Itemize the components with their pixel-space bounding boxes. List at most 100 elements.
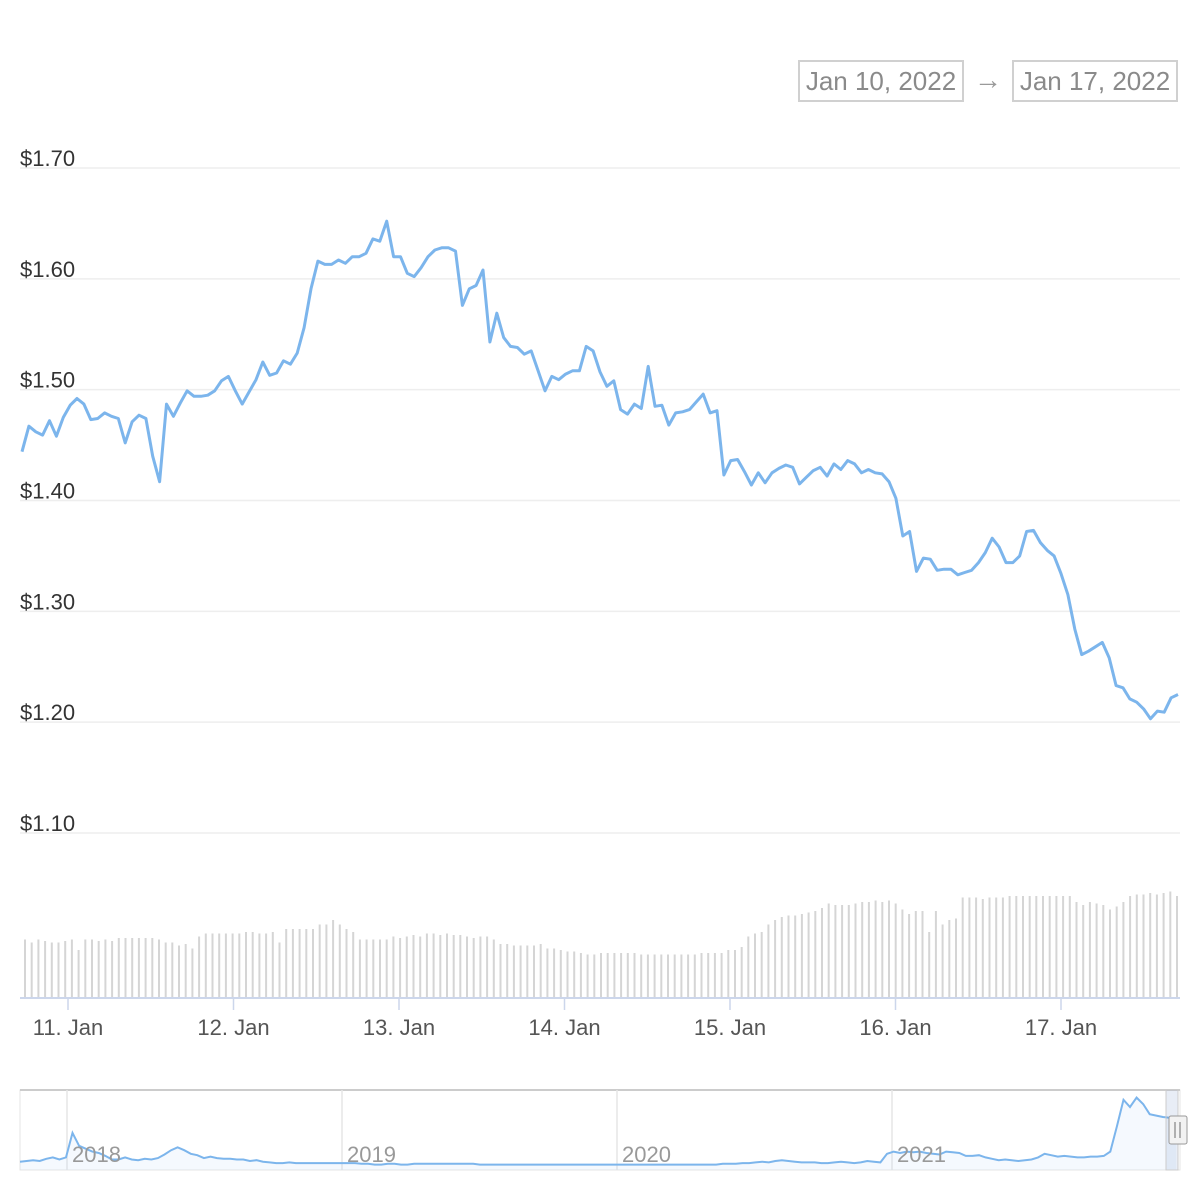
volume-bar [291,929,294,998]
volume-bar [399,938,402,998]
volume-bar [586,954,589,998]
volume-bar [117,938,120,998]
volume-bar [1176,896,1178,998]
range-to-input[interactable]: Jan 17, 2022 [1012,60,1178,102]
volume-bar [921,911,924,998]
navigator-tick-label: 2018 [72,1142,121,1167]
volume-bar [640,954,643,998]
volume-bar [305,929,308,998]
volume-bar [673,954,676,998]
volume-bar [841,905,844,998]
price-series-line[interactable] [20,219,1179,721]
volume-bar [566,951,569,998]
volume-bar [318,924,321,998]
volume-bar [425,933,428,998]
volume-bar [218,933,221,998]
volume-bar [204,933,207,998]
volume-bar [968,897,971,998]
volume-bar [151,938,154,998]
y-tick-label: $1.40 [20,479,75,504]
volume-bar [1075,902,1078,998]
volume-bar [914,911,917,998]
volume-bar [432,933,435,998]
volume-bar [539,944,542,998]
navigator-line [19,1096,1177,1166]
volume-bar [961,897,964,998]
volume-bar [258,933,261,998]
volume-bar [593,954,596,998]
navigator-tick-label: 2019 [347,1142,396,1167]
volume-bar [405,936,408,998]
volume-bar [158,939,160,998]
volume-bar [700,953,703,998]
volume-bar [372,939,375,998]
range-from-input[interactable]: Jan 10, 2022 [798,60,964,102]
volume-bar [800,914,803,998]
volume-bar [693,954,696,998]
volume-bar [91,939,93,998]
volume-bar [559,950,562,998]
navigator[interactable]: 2018 2019 2020 2021 [19,1089,1188,1171]
volume-bar [807,912,810,998]
volume-bar [1028,896,1031,998]
volume-bar [251,932,254,998]
volume-bar [1082,905,1085,998]
volume-bar [1095,903,1098,998]
navigator-x-axis: 2018 2019 2020 2021 [72,1142,946,1167]
volume-bar [111,941,114,998]
volume-bar [948,920,951,998]
x-tick-label: 16. Jan [859,1015,931,1040]
volume-bar [740,947,743,998]
volume-bar [1162,893,1165,998]
volume-bar [975,897,978,998]
volume-bar [1042,896,1044,998]
volume-bar [352,932,355,998]
volume-bar [452,935,455,998]
volume-bar [854,903,857,998]
volume-bar [794,915,797,998]
volume-bar [894,903,897,998]
volume-bar [265,933,268,998]
volume-bar [211,933,214,998]
volume-bar [1062,896,1065,998]
volume-bar [446,933,448,998]
volume-bar [680,954,683,998]
volume-bar [1048,896,1051,998]
volume-bar [24,939,26,998]
volume-bar [720,953,723,998]
volume-bar [338,924,341,998]
volume-bar [245,932,247,998]
volume-bar [1001,897,1004,998]
volume-bar [298,929,301,998]
volume-bar [646,954,649,998]
volume-bar [1068,896,1071,998]
volume-bar [271,932,274,998]
volume-bar [84,939,87,998]
volume-bar [57,942,60,998]
volume-bar [579,953,582,998]
volume-bar [774,920,777,998]
navigator-tick-label: 2020 [622,1142,671,1167]
volume-bar [613,953,616,998]
volume-bar [379,939,381,998]
volume-bar [77,950,80,998]
volume-bar [821,908,823,998]
volume-bar [633,953,636,998]
volume-bar [901,909,904,998]
volume-bar [144,938,147,998]
y-tick-label: $1.70 [20,146,75,171]
x-tick-label: 13. Jan [363,1015,435,1040]
volume-bar [928,932,931,998]
volume-bar [1149,893,1152,998]
volume-bar [727,950,730,998]
volume-bar [995,897,998,998]
volume-bar [385,939,388,998]
navigator-handle[interactable] [1168,1115,1188,1145]
volume-bar [224,933,227,998]
volume-bar [526,945,529,998]
volume-bar [164,942,167,998]
volume-bar [754,933,756,998]
volume-bar [492,939,495,998]
grid-lines [20,167,1180,834]
